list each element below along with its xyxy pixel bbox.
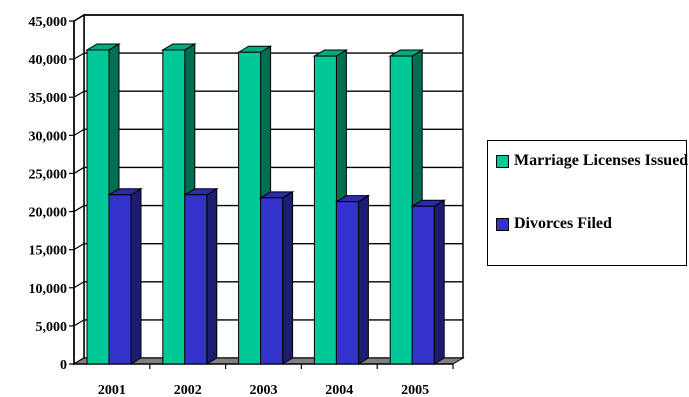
x-tick-label: 2003 — [250, 383, 278, 397]
y-tick-label: 5,000 — [36, 320, 68, 335]
bars — [85, 43, 447, 365]
x-axis-tick-labels: 2001 2002 2003 2004 2005 — [98, 383, 429, 397]
x-tick-label: 2001 — [98, 383, 126, 397]
y-tick-label: 10,000 — [29, 282, 68, 297]
legend-label-marriage: Marriage Licenses Issued — [514, 152, 689, 169]
y-tick-label: 30,000 — [29, 129, 68, 144]
side-wall — [73, 13, 85, 366]
bar — [334, 194, 371, 365]
bar — [258, 190, 295, 365]
legend-item-marriage: Marriage Licenses Issued — [496, 151, 689, 171]
gridline-side — [73, 14, 85, 22]
gridline-side — [73, 90, 85, 98]
y-tick-label: 25,000 — [29, 167, 68, 182]
gridline-side — [73, 281, 85, 289]
x-tick-label: 2005 — [401, 383, 429, 397]
gridline-side — [73, 128, 85, 136]
gridline-side — [73, 243, 85, 251]
y-tick-label: 35,000 — [29, 91, 68, 106]
legend-swatch-divorce — [496, 218, 509, 231]
y-axis-tick-labels: 0 5,000 10,000 15,000 20,000 25,000 30,000 35,0… — [29, 15, 68, 373]
x-tick-label: 2002 — [174, 383, 202, 397]
x-tick-label: 2004 — [325, 383, 353, 397]
legend-swatch-marriage — [496, 155, 509, 168]
legend: Marriage Licenses Issued Divorces Filed — [487, 140, 689, 266]
gridline-side — [73, 166, 85, 174]
y-tick-label: 20,000 — [29, 206, 68, 221]
bar — [107, 187, 143, 365]
gridline-side — [73, 319, 85, 327]
gridline-side — [73, 205, 85, 213]
y-tick-label: 45,000 — [29, 15, 68, 30]
gridline-side — [73, 52, 85, 60]
legend-item-divorce: Divorces Filed — [496, 214, 689, 234]
y-tick-label: 0 — [60, 358, 67, 373]
bar — [410, 199, 447, 365]
y-tick-label: 40,000 — [29, 53, 68, 68]
y-tick-label: 15,000 — [29, 244, 68, 259]
bar — [182, 187, 219, 365]
legend-label-divorce: Divorces Filed — [514, 215, 612, 232]
